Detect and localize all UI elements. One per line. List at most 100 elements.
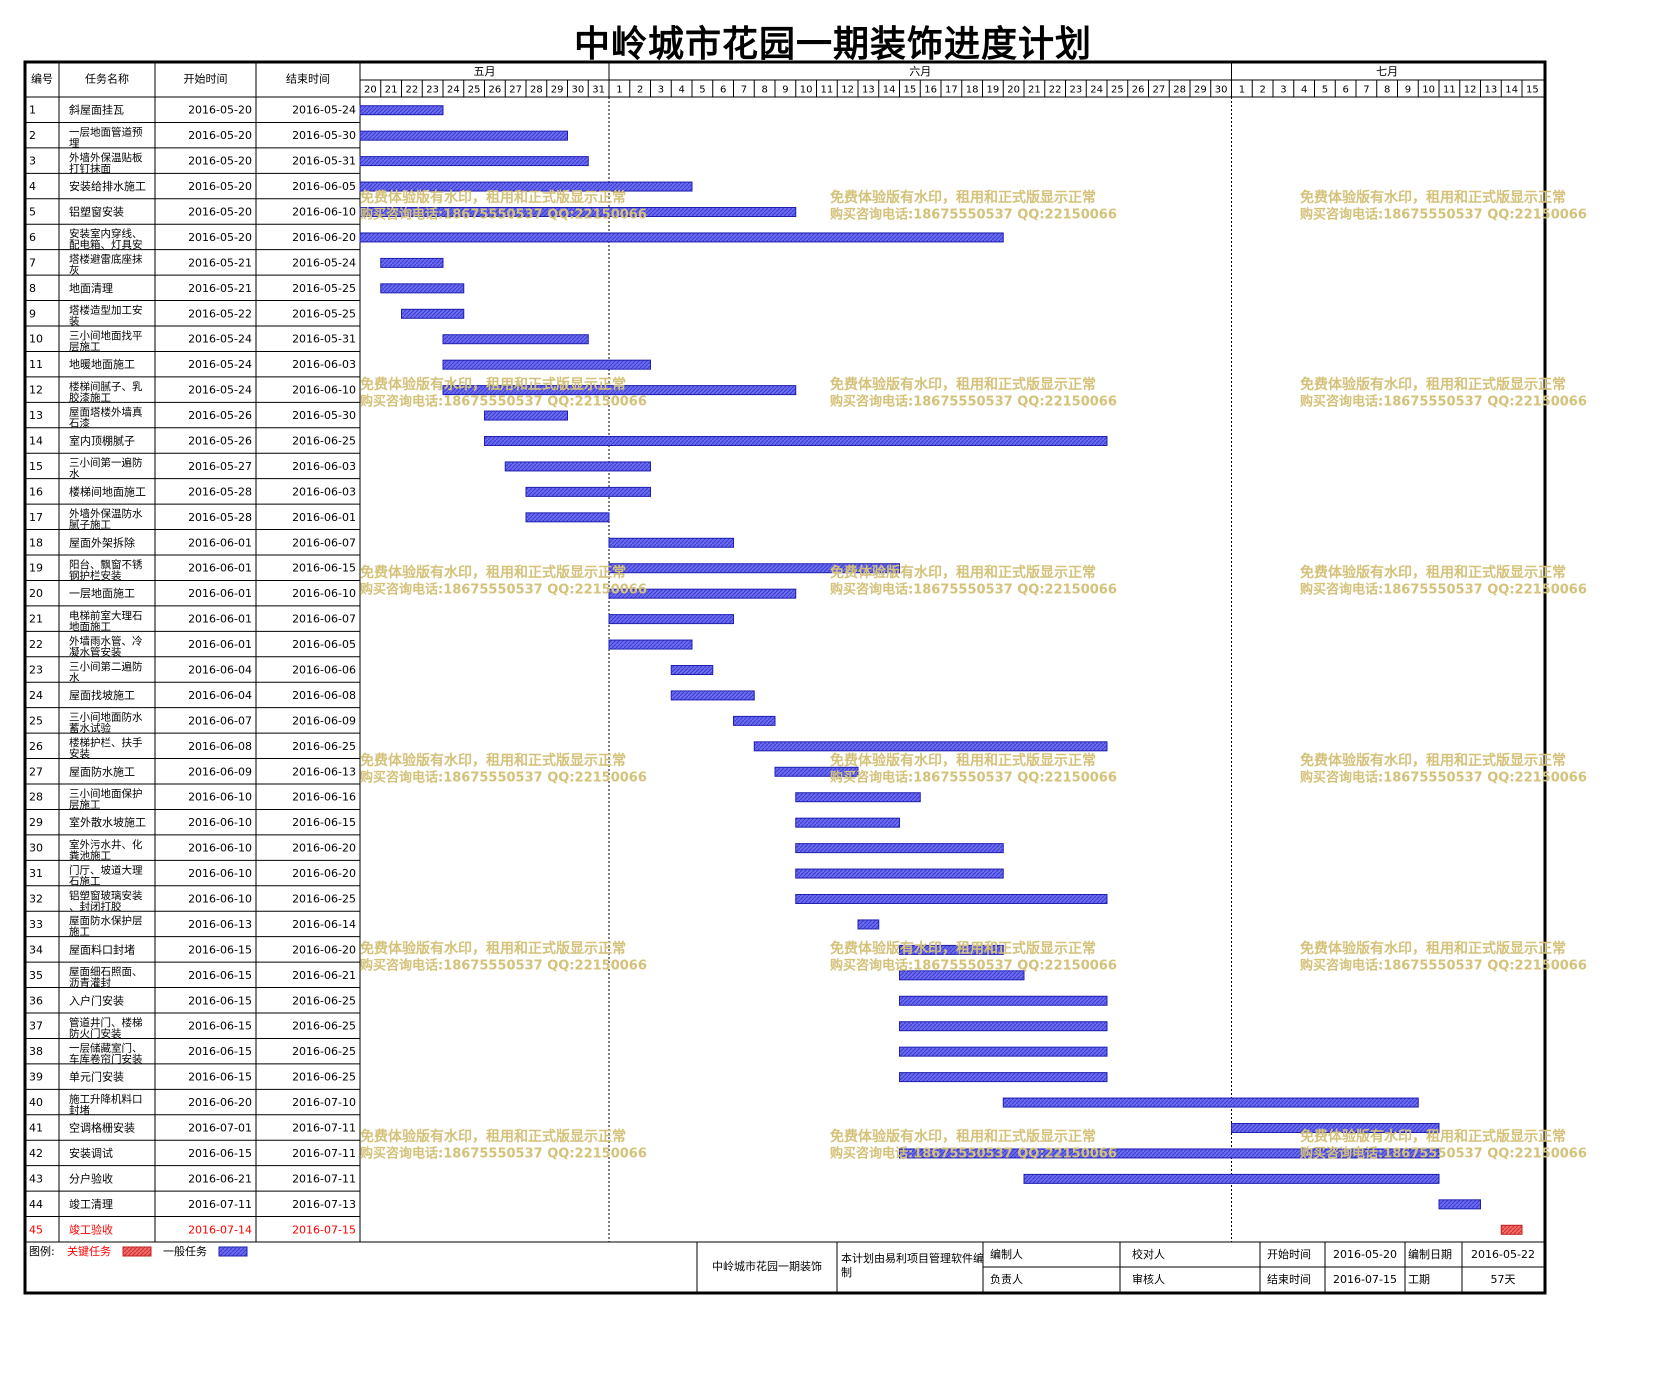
task-name: 一层地面管道预埋 [69, 125, 143, 149]
task-bar [899, 1072, 1108, 1083]
task-end: 2016-05-24 [292, 104, 356, 117]
task-end: 2016-07-11 [292, 1172, 356, 1185]
day-label: 24 [1090, 85, 1103, 96]
task-start: 2016-06-01 [188, 587, 252, 600]
day-label: 7 [1363, 85, 1369, 96]
task-start: 2016-05-20 [188, 155, 252, 168]
task-name: 楼梯间腻子、乳胶漆施工 [69, 380, 143, 404]
task-start: 2016-06-15 [188, 969, 252, 982]
task-end: 2016-05-30 [292, 129, 356, 142]
task-name: 外墙外保温贴板打钉抹面 [69, 151, 143, 175]
task-end: 2016-06-16 [292, 791, 356, 804]
task-start: 2016-06-08 [188, 740, 252, 753]
footer-end-value: 2016-07-15 [1333, 1273, 1397, 1286]
legend-normal-swatch [218, 1246, 248, 1257]
task-id: 2 [29, 129, 36, 142]
task-start: 2016-06-13 [188, 918, 252, 931]
watermark-text: 免费体验版有水印，租用和正式版显示正常 [1300, 564, 1566, 581]
day-label: 12 [841, 85, 854, 96]
task-end: 2016-06-10 [292, 384, 356, 397]
task-name: 屋面料口封堵 [69, 942, 135, 956]
watermark-text: 购买咨询电话:18675550537 QQ:22150066 [360, 770, 647, 786]
task-id: 18 [29, 536, 43, 549]
task-bar [401, 308, 465, 319]
day-label: 2 [1259, 85, 1265, 96]
task-end: 2016-06-14 [292, 918, 356, 931]
task-start: 2016-05-21 [188, 256, 252, 269]
footer-date-label: 编制日期 [1408, 1247, 1452, 1261]
day-label: 22 [1049, 85, 1062, 96]
task-end: 2016-05-31 [292, 155, 356, 168]
task-end: 2016-05-24 [292, 256, 356, 269]
day-label: 25 [1111, 85, 1124, 96]
day-label: 21 [385, 85, 398, 96]
footer-manager-label: 负责人 [990, 1272, 1023, 1286]
footer-duration-label: 工期 [1408, 1273, 1430, 1286]
task-end: 2016-05-31 [292, 333, 356, 346]
task-bar [899, 944, 1004, 955]
task-end: 2016-06-10 [292, 587, 356, 600]
task-end: 2016-06-20 [292, 842, 356, 855]
day-label: 8 [761, 85, 767, 96]
task-name: 施工升降机料口封堵 [69, 1092, 143, 1116]
task-bar [525, 486, 651, 497]
task-bar [899, 1021, 1108, 1032]
task-name: 一层地面施工 [69, 587, 135, 600]
task-bar [359, 105, 444, 116]
day-label: 27 [509, 85, 522, 96]
day-label: 3 [658, 85, 664, 96]
footer-start-label: 开始时间 [1267, 1247, 1311, 1261]
task-id: 15 [29, 460, 43, 473]
task-start: 2016-06-10 [188, 791, 252, 804]
watermark-text: 购买咨询电话:18675550537 QQ:22150066 [1300, 394, 1587, 410]
task-name: 屋面细石照面、沥青灌封 [69, 965, 143, 989]
day-label: 8 [1384, 85, 1390, 96]
watermark-text: 免费体验版有水印，租用和正式版显示正常 [1300, 376, 1566, 393]
watermark-text: 免费体验版有水印，租用和正式版显示正常 [830, 1128, 1096, 1145]
task-start: 2016-06-10 [188, 816, 252, 829]
day-label: 20 [364, 85, 377, 96]
task-start: 2016-07-14 [188, 1223, 252, 1236]
task-start: 2016-05-24 [188, 384, 252, 397]
watermark-text: 免费体验版有水印，租用和正式版显示正常 [360, 1128, 626, 1145]
legend-critical-swatch [122, 1246, 152, 1257]
task-id: 25 [29, 714, 43, 727]
task-name: 入户门安装 [69, 993, 124, 1007]
task-end: 2016-06-20 [292, 231, 356, 244]
task-bar [795, 843, 1004, 854]
day-label: 29 [1194, 85, 1207, 96]
header-name: 任务名称 [85, 72, 129, 86]
footer-end-label: 结束时间 [1267, 1273, 1311, 1286]
task-id: 36 [29, 994, 43, 1007]
task-bar [795, 817, 900, 828]
task-name: 外墙雨水管、冷凝水管安装 [69, 634, 143, 658]
task-start: 2016-06-04 [188, 664, 252, 677]
task-name: 屋面找坡施工 [69, 688, 135, 702]
task-name: 空调格栅安装 [69, 1121, 135, 1135]
day-label: 15 [904, 85, 917, 96]
day-label: 23 [426, 85, 439, 96]
day-label: 10 [800, 85, 813, 96]
task-name: 塔楼避雷底座抹灰 [69, 253, 143, 277]
day-label: 29 [551, 85, 564, 96]
chart-title: 中岭城市花园一期装饰进度计划 [573, 23, 1092, 65]
header-start: 开始时间 [184, 72, 228, 86]
task-end: 2016-06-01 [292, 511, 356, 524]
task-id: 29 [29, 816, 43, 829]
task-start: 2016-06-10 [188, 842, 252, 855]
task-id: 42 [29, 1147, 43, 1160]
month-label: 七月 [1376, 65, 1398, 78]
task-id: 11 [29, 358, 43, 371]
task-end: 2016-07-10 [292, 1096, 356, 1109]
day-label: 2 [637, 85, 643, 96]
task-id: 32 [29, 893, 43, 906]
task-id: 39 [29, 1071, 43, 1084]
footer-software: 本计划由易利项目管理软件编 [841, 1251, 984, 1265]
day-label: 11 [821, 85, 834, 96]
watermark-text: 购买咨询电话:18675550537 QQ:22150066 [830, 958, 1117, 974]
task-end: 2016-06-13 [292, 765, 356, 778]
task-end: 2016-06-25 [292, 1045, 356, 1058]
task-end: 2016-06-03 [292, 485, 356, 498]
day-label: 14 [883, 85, 896, 96]
task-start: 2016-06-10 [188, 867, 252, 880]
